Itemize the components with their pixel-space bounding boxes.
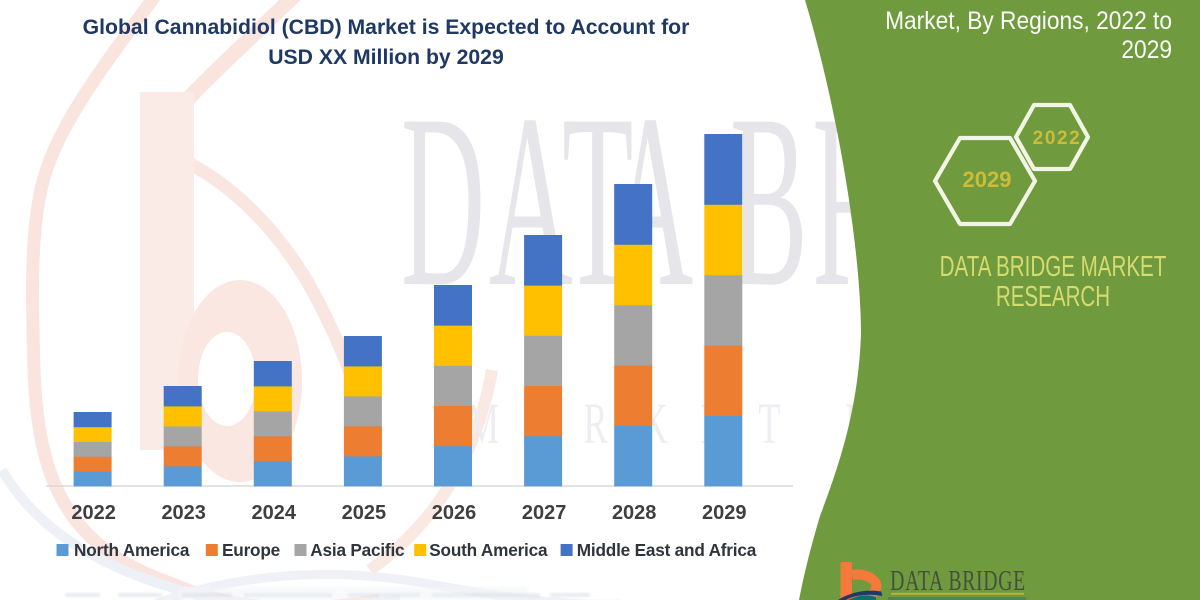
svg-text:2029: 2029 bbox=[1121, 36, 1172, 64]
svg-text:2026: 2026 bbox=[432, 502, 477, 524]
svg-text:DATA BRIDGE MARKET: DATA BRIDGE MARKET bbox=[940, 251, 1167, 283]
svg-text:North America: North America bbox=[74, 540, 190, 560]
svg-text:2029: 2029 bbox=[963, 167, 1012, 192]
svg-text:2023: 2023 bbox=[161, 502, 206, 524]
svg-text:2022: 2022 bbox=[1033, 128, 1082, 149]
svg-text:Global Cannabidiol (CBD) Marke: Global Cannabidiol (CBD) Market is Expec… bbox=[83, 16, 690, 39]
svg-text:T: T bbox=[758, 393, 780, 457]
svg-text:RESEARCH: RESEARCH bbox=[996, 281, 1110, 313]
svg-text:Middle East and Africa: Middle East and Africa bbox=[577, 540, 757, 560]
svg-text:DATA BRIDGE: DATA BRIDGE bbox=[890, 565, 1026, 597]
svg-text:2029: 2029 bbox=[702, 502, 747, 524]
svg-text:USD XX Million by 2029: USD XX Million by 2029 bbox=[268, 46, 503, 69]
svg-text:2027: 2027 bbox=[522, 502, 567, 524]
svg-text:B: B bbox=[730, 63, 808, 338]
svg-text:2024: 2024 bbox=[252, 502, 297, 524]
svg-text:R: R bbox=[584, 393, 609, 457]
svg-text:Global Cannabidiol (CBD): Global Cannabidiol (CBD) bbox=[910, 0, 1172, 1]
svg-text:South America: South America bbox=[429, 540, 548, 560]
svg-text:2022: 2022 bbox=[71, 502, 116, 524]
svg-text:2025: 2025 bbox=[342, 502, 387, 524]
svg-text:Market, By Regions, 2022 to: Market, By Regions, 2022 to bbox=[885, 7, 1172, 35]
svg-text:Europe: Europe bbox=[222, 540, 280, 560]
svg-text:M: M bbox=[467, 393, 499, 457]
svg-text:2028: 2028 bbox=[612, 502, 657, 524]
svg-text:Asia Pacific: Asia Pacific bbox=[310, 540, 405, 560]
